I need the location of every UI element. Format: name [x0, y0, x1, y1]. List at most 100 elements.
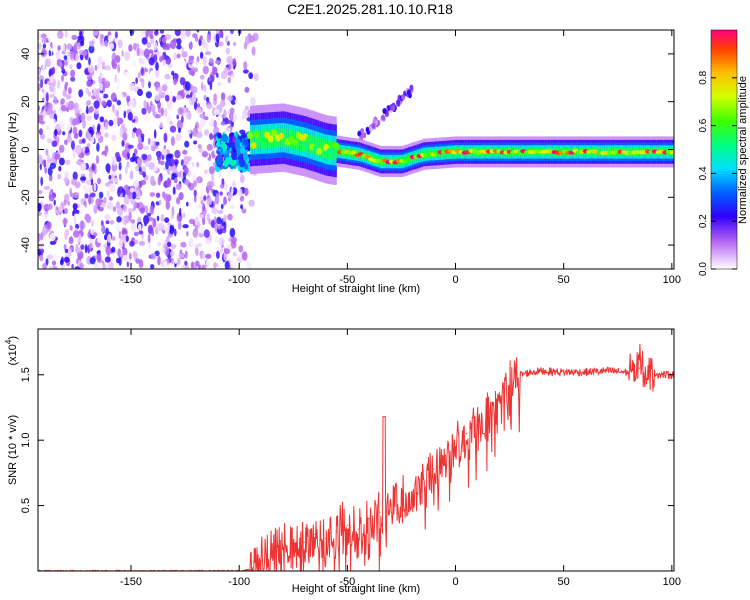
noise-cell [109, 196, 113, 201]
snr-data-point [281, 544, 283, 546]
noise-cell [216, 246, 220, 253]
noise-cell [104, 40, 109, 47]
noise-cell [224, 260, 230, 269]
noise-cell [47, 153, 50, 164]
noise-cell [137, 163, 142, 168]
noise-cell [129, 187, 135, 193]
noise-cell [46, 221, 52, 230]
noise-cell [201, 81, 204, 91]
noise-cell [113, 108, 117, 116]
noise-cell [188, 97, 195, 106]
noise-cell [227, 76, 231, 84]
noise-cell [176, 119, 183, 130]
noise-cell [104, 214, 111, 220]
noise-cell [66, 135, 72, 143]
noise-cell [64, 81, 69, 87]
noise-cell [109, 42, 115, 50]
noise-cell [147, 106, 152, 114]
noise-cell [39, 254, 43, 261]
colorbar-gradient [710, 29, 738, 270]
snr-marks [38, 344, 674, 571]
noise-cell [150, 145, 155, 151]
noise-cell [38, 202, 42, 212]
noise-cell [209, 229, 214, 236]
noise-cell [128, 211, 132, 221]
noise-cell [248, 35, 255, 43]
noise-cell [97, 123, 101, 131]
noise-cell [88, 57, 91, 66]
noise-cell [116, 84, 120, 90]
noise-cell [174, 149, 181, 159]
noise-cell [51, 266, 58, 269]
noise-cell [97, 62, 101, 69]
noise-cell [231, 73, 235, 78]
noise-cell [149, 34, 154, 39]
noise-cell [216, 72, 219, 78]
noise-cell [161, 154, 165, 161]
noise-cell [166, 99, 173, 109]
noise-cell [70, 76, 76, 82]
noise-cell [216, 250, 220, 259]
colorbar-label: Normalized spectral amplitude [737, 76, 749, 224]
noise-cell [93, 100, 100, 109]
noise-cell [42, 159, 47, 166]
noise-cell [194, 195, 197, 203]
noise-cell [218, 237, 225, 246]
noise-cell [118, 161, 122, 171]
noise-cell [164, 217, 170, 223]
noise-cell [63, 243, 67, 251]
noise-cell [134, 148, 138, 155]
noise-cell [190, 261, 194, 269]
noise-cell [108, 183, 115, 193]
ridge-band-cell [306, 133, 309, 153]
noise-cell [66, 43, 73, 51]
noise-cell [178, 192, 184, 201]
noise-cell [139, 207, 146, 214]
noise-cell [80, 176, 87, 181]
noise-cell [243, 61, 248, 70]
noise-cell [174, 228, 177, 237]
noise-cell [205, 96, 210, 103]
noise-cell [182, 149, 188, 155]
noise-cell [201, 150, 208, 158]
noise-cell [117, 39, 123, 49]
noise-cell [153, 129, 157, 139]
noise-cell [182, 224, 189, 229]
noise-cell [49, 232, 56, 242]
noise-cell [64, 30, 68, 38]
noise-cell [150, 230, 155, 237]
noise-cell [99, 34, 104, 44]
noise-cell [230, 63, 234, 69]
noise-cell [188, 64, 194, 69]
noise-cell [165, 115, 172, 124]
noise-cell [86, 100, 92, 106]
noise-cell [139, 58, 146, 65]
noise-cell [131, 257, 135, 262]
noise-cell [146, 42, 152, 49]
noise-cell [121, 140, 125, 147]
noise-cell [88, 45, 95, 54]
noise-cell [134, 201, 137, 210]
noise-cell [124, 71, 130, 77]
noise-cell [41, 37, 47, 44]
noise-cell [204, 169, 208, 174]
noise-cell [133, 231, 139, 237]
noise-cell [117, 77, 121, 86]
noise-cell [250, 97, 256, 106]
noise-cell [141, 232, 144, 241]
noise-cell [227, 95, 233, 102]
noise-cell [85, 132, 90, 139]
noise-cell [160, 108, 165, 117]
noise-cell [117, 186, 125, 194]
branch-cell [396, 99, 401, 106]
spectrogram-x-tick-label: 100 [663, 274, 681, 286]
noise-cell [123, 204, 127, 213]
noise-cell [123, 41, 128, 49]
noise-cell [49, 93, 55, 98]
noise-cell [155, 61, 159, 71]
noise-cell [101, 77, 106, 84]
noise-cell [242, 201, 247, 210]
noise-cell [117, 207, 124, 216]
noise-cell [98, 206, 104, 212]
branch-cell [409, 84, 414, 91]
